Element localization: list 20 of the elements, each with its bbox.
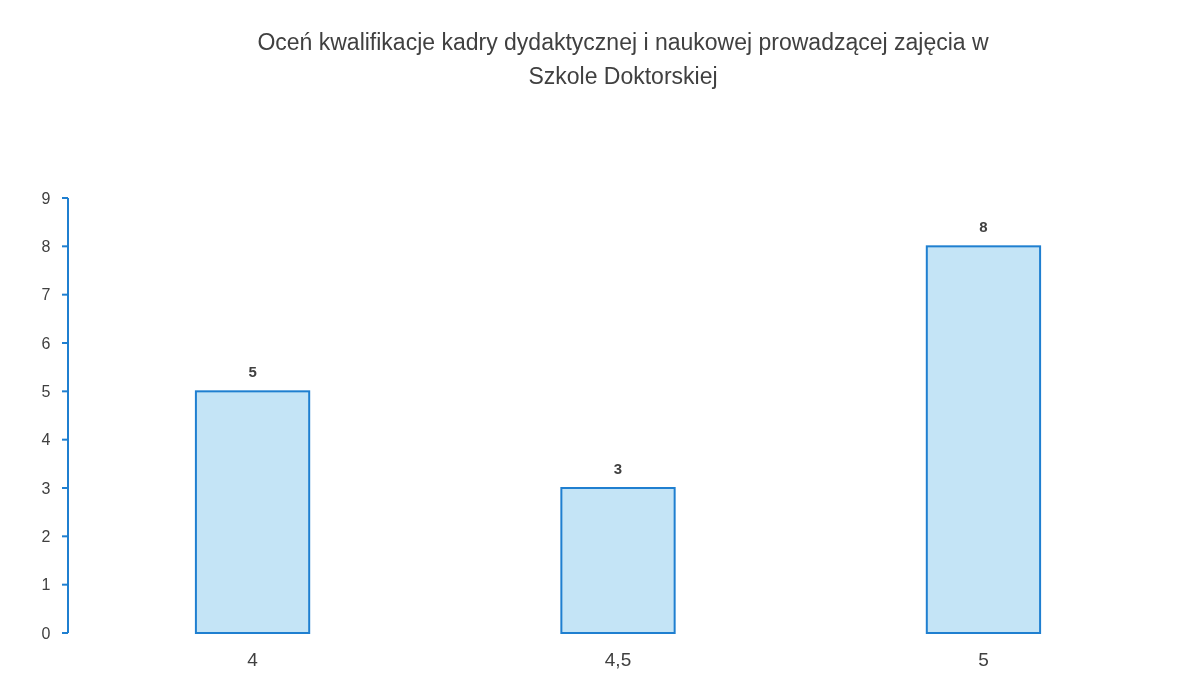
data-label: 3	[613, 460, 623, 477]
y-tick-label: 3	[41, 479, 51, 497]
y-tick-label: 7	[41, 286, 51, 304]
y-tick-label: 1	[41, 576, 51, 594]
y-tick-label: 4	[41, 431, 51, 449]
data-label: 5	[248, 363, 257, 381]
x-tick-label: 4,5	[604, 649, 632, 670]
y-tick-label: 9	[41, 189, 51, 207]
y-tick-label: 6	[41, 334, 51, 352]
y-tick-label: 0	[41, 624, 51, 642]
data-label: 8	[979, 218, 988, 236]
y-tick-label: 2	[41, 527, 51, 545]
bar	[925, 245, 1042, 634]
y-tick-label: 5	[41, 382, 51, 400]
y-tick-label: 8	[41, 237, 51, 255]
x-tick-label: 4	[247, 649, 259, 670]
bar	[560, 487, 676, 634]
x-tick-label: 5	[978, 649, 989, 670]
chart-title: Oceń kwalifikacje kadry dydaktycznej i naukowej prowadzącej zajęcia w Szkole Doktorskiej	[257, 29, 989, 89]
bar	[194, 390, 311, 634]
